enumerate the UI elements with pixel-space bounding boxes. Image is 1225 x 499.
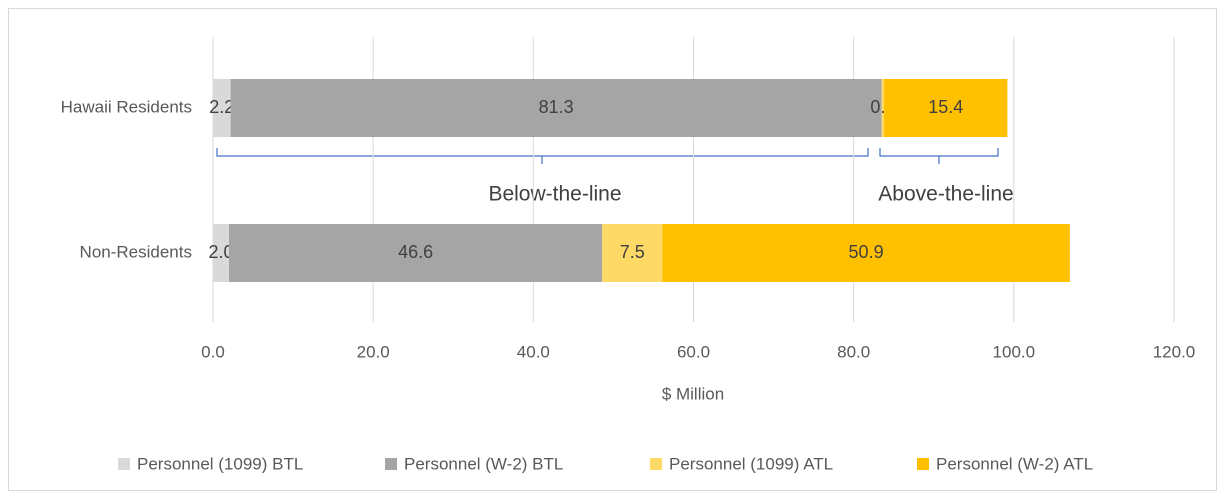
legend-label: Personnel (W-2) BTL <box>404 454 563 473</box>
x-tick-label: 60.0 <box>677 342 710 361</box>
bar-segment <box>884 79 1008 137</box>
x-tick-label: 120.0 <box>1153 342 1196 361</box>
legend-swatch <box>118 458 130 470</box>
legend-label: Personnel (1099) BTL <box>137 454 303 473</box>
bar-segment <box>213 224 230 282</box>
data-label: 2.0 <box>208 242 233 262</box>
y-tick-label: Hawaii Residents <box>61 97 192 116</box>
x-tick-label: 20.0 <box>357 342 390 361</box>
annotation: Below-the-line <box>488 183 621 206</box>
annotation: Above-the-line <box>878 183 1013 206</box>
data-label: 81.3 <box>539 97 574 117</box>
legend-swatch <box>385 458 397 470</box>
legend-label: Personnel (1099) ATL <box>669 454 833 473</box>
data-label: 7.5 <box>620 242 645 262</box>
data-label: 50.9 <box>849 242 884 262</box>
y-tick-label: Non-Residents <box>80 242 192 261</box>
data-label: 15.4 <box>928 97 963 117</box>
bar-segment <box>213 79 231 137</box>
x-axis-title: $ Million <box>662 384 724 403</box>
x-tick-label: 100.0 <box>993 342 1036 361</box>
legend-swatch <box>650 458 662 470</box>
bar-segment <box>229 224 603 282</box>
x-tick-label: 80.0 <box>837 342 870 361</box>
bar-segment <box>602 224 663 282</box>
legend-label: Personnel (W-2) ATL <box>936 454 1093 473</box>
x-tick-label: 40.0 <box>517 342 550 361</box>
brace <box>879 148 999 164</box>
data-label: 46.6 <box>398 242 433 262</box>
bar-segment <box>230 79 882 137</box>
brace <box>216 148 869 164</box>
bar-segment <box>881 79 885 137</box>
data-label: 2.2 <box>209 97 234 117</box>
legend-swatch <box>917 458 929 470</box>
x-tick-label: 0.0 <box>201 342 225 361</box>
bar-segment <box>662 224 1070 282</box>
